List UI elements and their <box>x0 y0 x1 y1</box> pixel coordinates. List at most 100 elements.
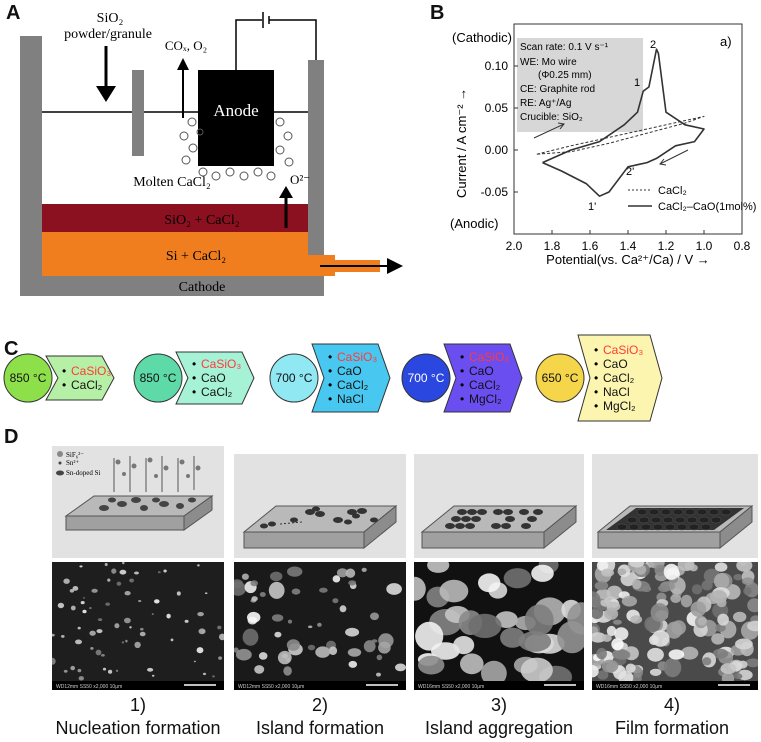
anode-block <box>198 70 274 166</box>
salt-item-5-2: CaO <box>603 357 628 371</box>
legend-sn-doped-si: Sn-doped Si <box>66 469 100 477</box>
temperature-circle-5 <box>535 353 585 403</box>
sem-image-nucleation: WD12mm SS50 x2,000 10μm <box>52 562 224 690</box>
salt-item-5-3: CaCl₂ <box>603 371 635 385</box>
cv-ylabel: Current / A cm⁻² → <box>454 88 469 198</box>
salt-bullet: • <box>594 399 598 413</box>
caption-2: 2) Island formation <box>230 694 410 740</box>
salt-bullet: • <box>594 357 598 371</box>
cv-xlabel: Potential(vs. Ca²⁺/Ca) / V → <box>546 252 710 267</box>
caption-4-text: Film formation <box>614 718 730 738</box>
feed-label-2: powder/granule <box>64 27 152 42</box>
y-tick-label: 0.00 <box>485 143 509 157</box>
info-line-5: RE: Ag⁺/Ag <box>520 98 571 109</box>
peak-label-2p: 2' <box>626 166 634 178</box>
anode-label: Anode <box>213 101 258 120</box>
salt-item-1-2: CaCl₂ <box>71 378 103 392</box>
salt-bullet: • <box>594 343 598 357</box>
caption-2-text: Island formation <box>255 718 385 738</box>
x-tick-label: 1.2 <box>658 239 675 253</box>
cathode-label: Cathode <box>179 280 226 295</box>
sem-scale-bar-text: WD12mm SS50 x2,000 10μm <box>56 684 122 690</box>
salt-bullet: • <box>328 350 332 364</box>
info-line-3: (Φ0.25 mm) <box>538 70 592 81</box>
legend-entry-2: CaCl₂–CaO(1mol%) <box>658 201 756 213</box>
layer-si-cacl2 <box>42 232 322 276</box>
caption-3-text: Island aggregation <box>424 718 574 738</box>
salt-item-2-2: CaO <box>201 371 226 385</box>
layer1-label: SiO₂ + CaCl₂ <box>164 213 239 228</box>
salt-item-5-1: CaSiO₃ <box>603 343 643 357</box>
cathodic-label: (Cathodic) <box>452 30 512 45</box>
panel-label-b: B <box>430 2 445 24</box>
layer-sio2-cacl2 <box>42 204 322 232</box>
salt-bullet: • <box>192 371 196 385</box>
electrolysis-cell-diagram: Anode SiO₂ powder/granule COₓ, O₂ O²⁻ Mo… <box>20 11 403 296</box>
salt-item-3-3: CaCl₂ <box>337 378 369 392</box>
scene-nucleation: SiF₆²⁻ Sn²⁺ Sn-doped Si <box>52 446 224 558</box>
salt-bullet: • <box>594 371 598 385</box>
salt-arrow-2 <box>175 351 255 405</box>
sem-image-film-formation: WD16mm SS50 x2,000 10μm <box>592 562 758 690</box>
salt-bullet: • <box>460 364 464 378</box>
caption-1: 1) Nucleation formation <box>40 694 236 740</box>
series-line-cacl2 <box>536 115 705 155</box>
temperature-circle-3 <box>269 353 319 403</box>
info-line-1: Scan rate: 0.1 V s⁻¹ <box>520 42 609 53</box>
ion-label: O²⁻ <box>290 172 310 187</box>
cell-wall-right <box>308 60 324 260</box>
x-tick-label: 1.6 <box>582 239 599 253</box>
temperature-label-4: 700 °C <box>408 371 445 385</box>
salt-bullet: • <box>62 364 66 378</box>
sem-image-island-formation: WD12mm SS50 x2,000 10μm <box>234 562 406 690</box>
peak-label-1p: 1' <box>588 201 596 213</box>
caption-3: 3) Island aggregation <box>410 694 588 740</box>
temperature-label-5: 650 °C <box>542 371 579 385</box>
salt-arrow-3 <box>311 343 391 413</box>
ion-arrow <box>279 186 293 198</box>
x-tick-label: 1.4 <box>620 239 637 253</box>
salt-item-2-1: CaSiO₃ <box>201 357 241 371</box>
salt-bullet: • <box>328 378 332 392</box>
panel-tag: a) <box>720 34 732 49</box>
temperature-circle-2 <box>133 353 183 403</box>
layer2-label: Si + CaCl₂ <box>166 249 226 264</box>
scene-island-formation <box>234 454 406 558</box>
feed-label-1: SiO₂ <box>97 11 124 26</box>
salt-item-1-1: CaSiO₃ <box>71 364 111 378</box>
caption-1-number: 1) <box>129 695 146 715</box>
legend-sif6: SiF₆²⁻ <box>66 451 84 459</box>
cathode-base <box>20 276 324 296</box>
salt-item-5-5: MgCl₂ <box>603 399 636 413</box>
cell-wall-left <box>20 36 42 294</box>
salt-item-2-3: CaCl₂ <box>201 385 233 399</box>
sem-image-island-aggregation: WD16mm SS50 x2,000 10μm <box>414 562 584 690</box>
salt-item-4-3: CaCl₂ <box>469 378 501 392</box>
salt-bullet: • <box>460 378 464 392</box>
separator-plate <box>132 70 144 156</box>
peak-label-2: 2 <box>650 39 656 51</box>
salt-bullet: • <box>62 378 66 392</box>
peak-label-1: 1 <box>634 77 640 89</box>
caption-2-number: 2) <box>311 695 328 715</box>
salt-bullet: • <box>460 392 464 406</box>
salt-item-4-4: MgCl₂ <box>469 392 502 406</box>
info-box: Scan rate: 0.1 V s⁻¹ WE: Mo wire (Φ0.25 … <box>517 38 643 132</box>
y-tick-label: -0.05 <box>481 185 509 199</box>
caption-3-number: 3) <box>490 695 507 715</box>
salt-bullet: • <box>460 350 464 364</box>
molten-label: Molten CaCl₂ <box>133 175 211 190</box>
feed-arrow <box>96 86 116 102</box>
salt-item-3-1: CaSiO₃ <box>337 350 377 364</box>
salt-arrow-1 <box>45 355 115 401</box>
salt-arrow-5 <box>577 334 663 422</box>
caption-4: 4) Film formation <box>586 694 758 740</box>
salt-system-chain: 850 °C • CaSiO₃ • CaCl₂ 850 °C • CaSiO₃ • CaO • CaC… <box>3 334 663 422</box>
sem-scale-bar-text: WD12mm SS50 x2,000 10μm <box>238 684 304 690</box>
gas-arrow <box>177 58 189 70</box>
panel-label-d: D <box>4 426 19 448</box>
cv-legend: CaCl₂ CaCl₂–CaO(1mol%) <box>628 185 756 213</box>
cv-chart: (Cathodic) (Anodic) a) Current / A cm⁻² … <box>450 23 756 267</box>
salt-item-3-4: NaCl <box>337 392 364 406</box>
y-tick-label: 0.05 <box>485 101 509 115</box>
